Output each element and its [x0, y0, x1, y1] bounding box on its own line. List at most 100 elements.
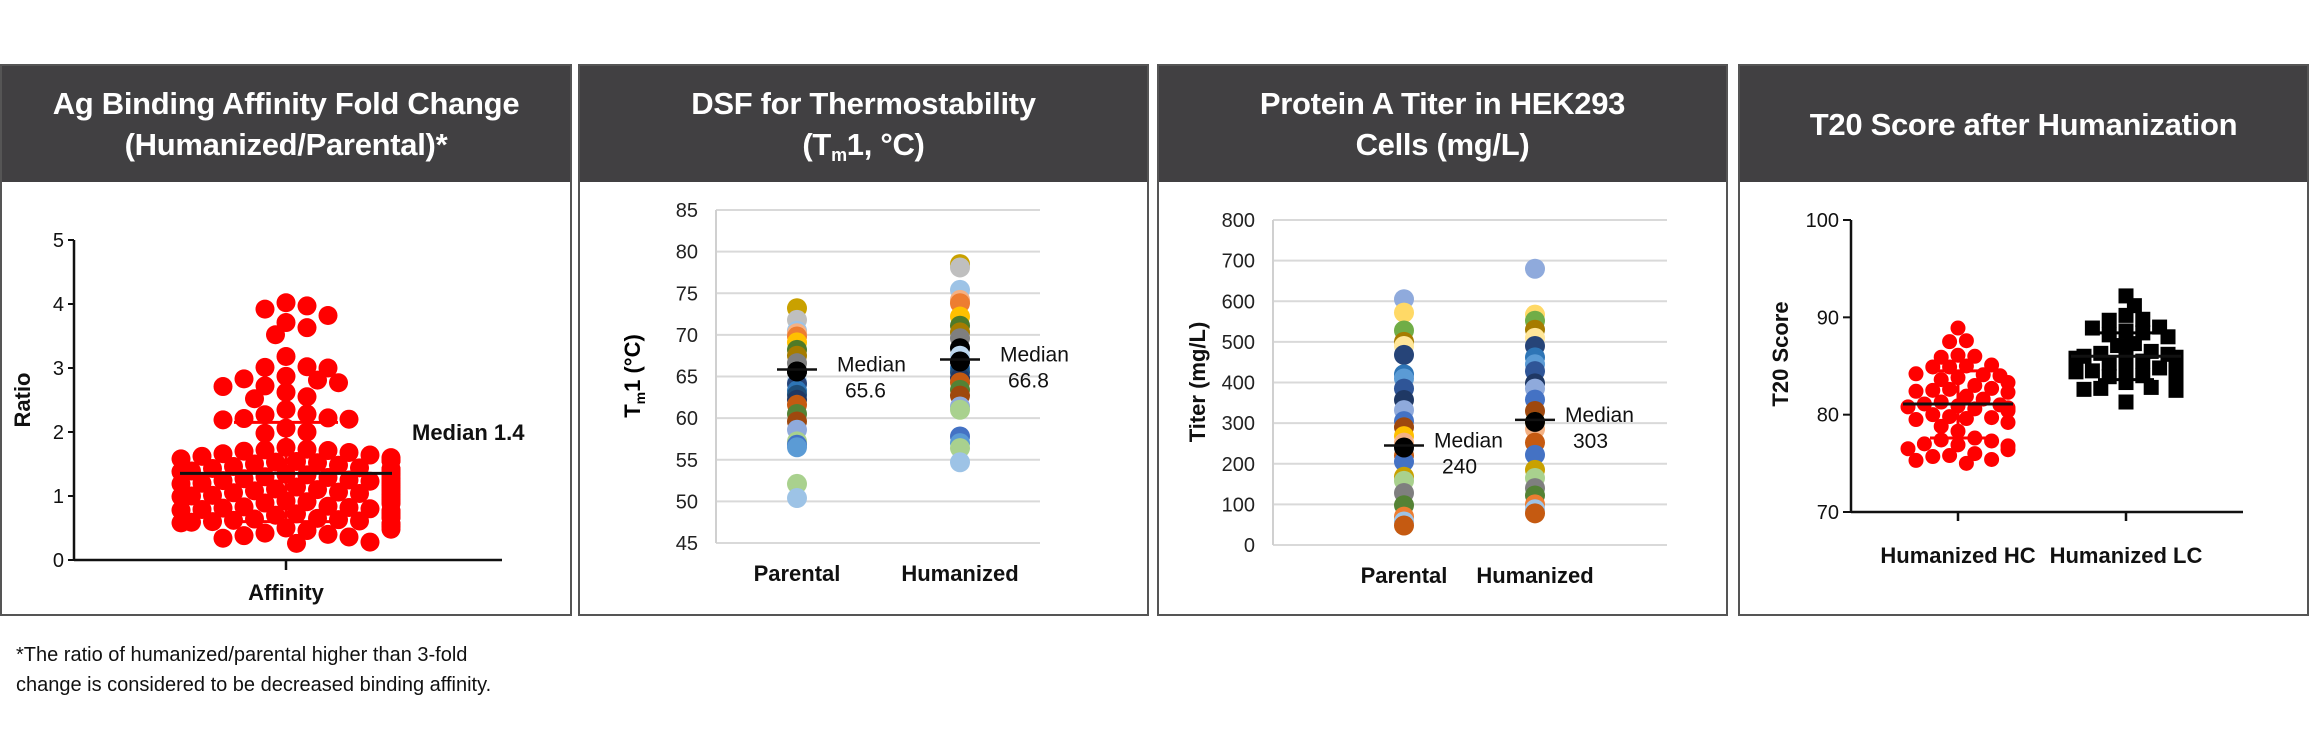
data-point — [2076, 381, 2092, 397]
data-point — [2101, 355, 2117, 371]
y-tick-label: 80 — [676, 242, 698, 264]
panel-title-line: (Humanized/Parental)* — [124, 127, 448, 162]
data-point — [1933, 372, 1949, 388]
y-tick-label: 50 — [676, 491, 698, 513]
data-point — [224, 483, 243, 503]
data-point — [2101, 312, 2117, 328]
data-point — [213, 377, 233, 397]
data-point — [2168, 354, 2184, 370]
panel-header: DSF for Thermostability (Tm1, °C) — [580, 66, 1147, 182]
y-tick-label: 0 — [53, 550, 64, 572]
footnote-line: *The ratio of humanized/parental higher … — [16, 644, 468, 666]
data-point — [1908, 366, 1924, 382]
data-point — [350, 511, 369, 531]
median-point — [1394, 437, 1414, 458]
footnote-line: change is considered to be decreased bin… — [16, 674, 492, 696]
x-category-label: Affinity — [248, 580, 325, 605]
data-point — [1984, 433, 2000, 449]
y-tick-label: 75 — [676, 283, 698, 305]
data-point — [276, 382, 296, 402]
panel-header: T20 Score after Humanization — [1740, 66, 2307, 182]
data-point — [318, 408, 338, 428]
y-tick-label: 60 — [676, 408, 698, 430]
y-tick-label: 80 — [1817, 405, 1839, 427]
data-point — [234, 369, 254, 389]
median-value: 303 — [1573, 430, 1608, 453]
data-point — [2000, 403, 2016, 419]
median-point — [1525, 411, 1545, 432]
panel-title-line: (Tm1, °C) — [802, 124, 924, 165]
y-axis-label: Tm1 (°C) — [620, 334, 648, 418]
data-point — [950, 452, 970, 473]
footnote: *The ratio of humanized/parental higher … — [16, 640, 491, 700]
data-point — [1933, 349, 1949, 365]
data-point — [287, 451, 306, 471]
data-point — [1908, 383, 1924, 399]
data-point — [381, 519, 401, 539]
y-tick-label: 70 — [676, 325, 698, 347]
data-point — [276, 366, 296, 386]
y-axis-label-subscript: m — [632, 392, 648, 404]
title-fragment: 1, °C) — [846, 127, 925, 162]
median-label: Median — [1434, 430, 1503, 453]
data-point — [1967, 446, 1983, 462]
median-label: Median — [1000, 344, 1069, 367]
data-point — [1394, 302, 1414, 323]
data-point — [2084, 320, 2100, 336]
panel-title-line: T20 Score after Humanization — [1809, 106, 2238, 142]
median-value: 65.6 — [845, 380, 886, 403]
panel-titer: Protein A Titer in HEK293 Cells (mg/L) — [1157, 64, 1728, 616]
data-point — [2000, 384, 2016, 400]
data-point — [1958, 333, 1974, 349]
y-tick-label: 200 — [1222, 454, 1255, 476]
data-point — [297, 422, 317, 442]
data-point — [1967, 348, 1983, 364]
data-point — [329, 373, 348, 393]
data-point — [1525, 503, 1545, 524]
data-point — [297, 357, 317, 377]
y-tick-label: 800 — [1222, 210, 1255, 232]
data-point — [245, 454, 264, 474]
data-point — [1950, 347, 1966, 363]
data-point — [950, 438, 970, 459]
data-point — [2068, 364, 2084, 380]
data-point — [276, 518, 296, 538]
data-point — [1933, 394, 1949, 410]
data-point — [255, 357, 275, 377]
data-point — [1925, 449, 1941, 465]
y-axis-label: Titer (mg/L) — [1185, 322, 1210, 443]
x-category-label: Humanized — [901, 561, 1018, 586]
data-point — [339, 442, 359, 462]
y-tick-label: 3 — [53, 358, 64, 380]
data-point — [297, 318, 317, 338]
data-point — [245, 389, 264, 409]
y-tick-label: 1 — [53, 486, 64, 508]
data-point — [213, 528, 233, 548]
data-point — [297, 387, 317, 407]
data-point — [2152, 360, 2168, 376]
data-point — [297, 521, 317, 541]
y-tick-label: 65 — [676, 367, 698, 389]
y-tick-label: 100 — [1222, 494, 1255, 516]
data-point — [339, 527, 359, 547]
data-point — [1950, 320, 1966, 336]
data-point — [276, 400, 296, 420]
data-point — [2118, 394, 2134, 410]
panel-header: Protein A Titer in HEK293 Cells (mg/L) — [1159, 66, 1726, 182]
data-point — [1525, 258, 1545, 279]
data-point — [255, 523, 275, 543]
data-point — [287, 504, 306, 524]
data-point — [1984, 380, 2000, 396]
y-tick-label: 600 — [1222, 291, 1255, 313]
data-point — [308, 370, 327, 390]
data-point — [1958, 388, 1974, 404]
panel-dsf: DSF for Thermostability (Tm1, °C) — [578, 64, 1149, 616]
data-point — [2000, 442, 2016, 458]
data-point — [276, 293, 296, 313]
y-tick-label: 700 — [1222, 251, 1255, 273]
median-label: Median — [837, 354, 906, 377]
median-value: 240 — [1442, 456, 1477, 479]
data-point — [1942, 409, 1958, 425]
data-point — [1942, 381, 1958, 397]
y-axis-label: Ratio — [10, 373, 35, 428]
